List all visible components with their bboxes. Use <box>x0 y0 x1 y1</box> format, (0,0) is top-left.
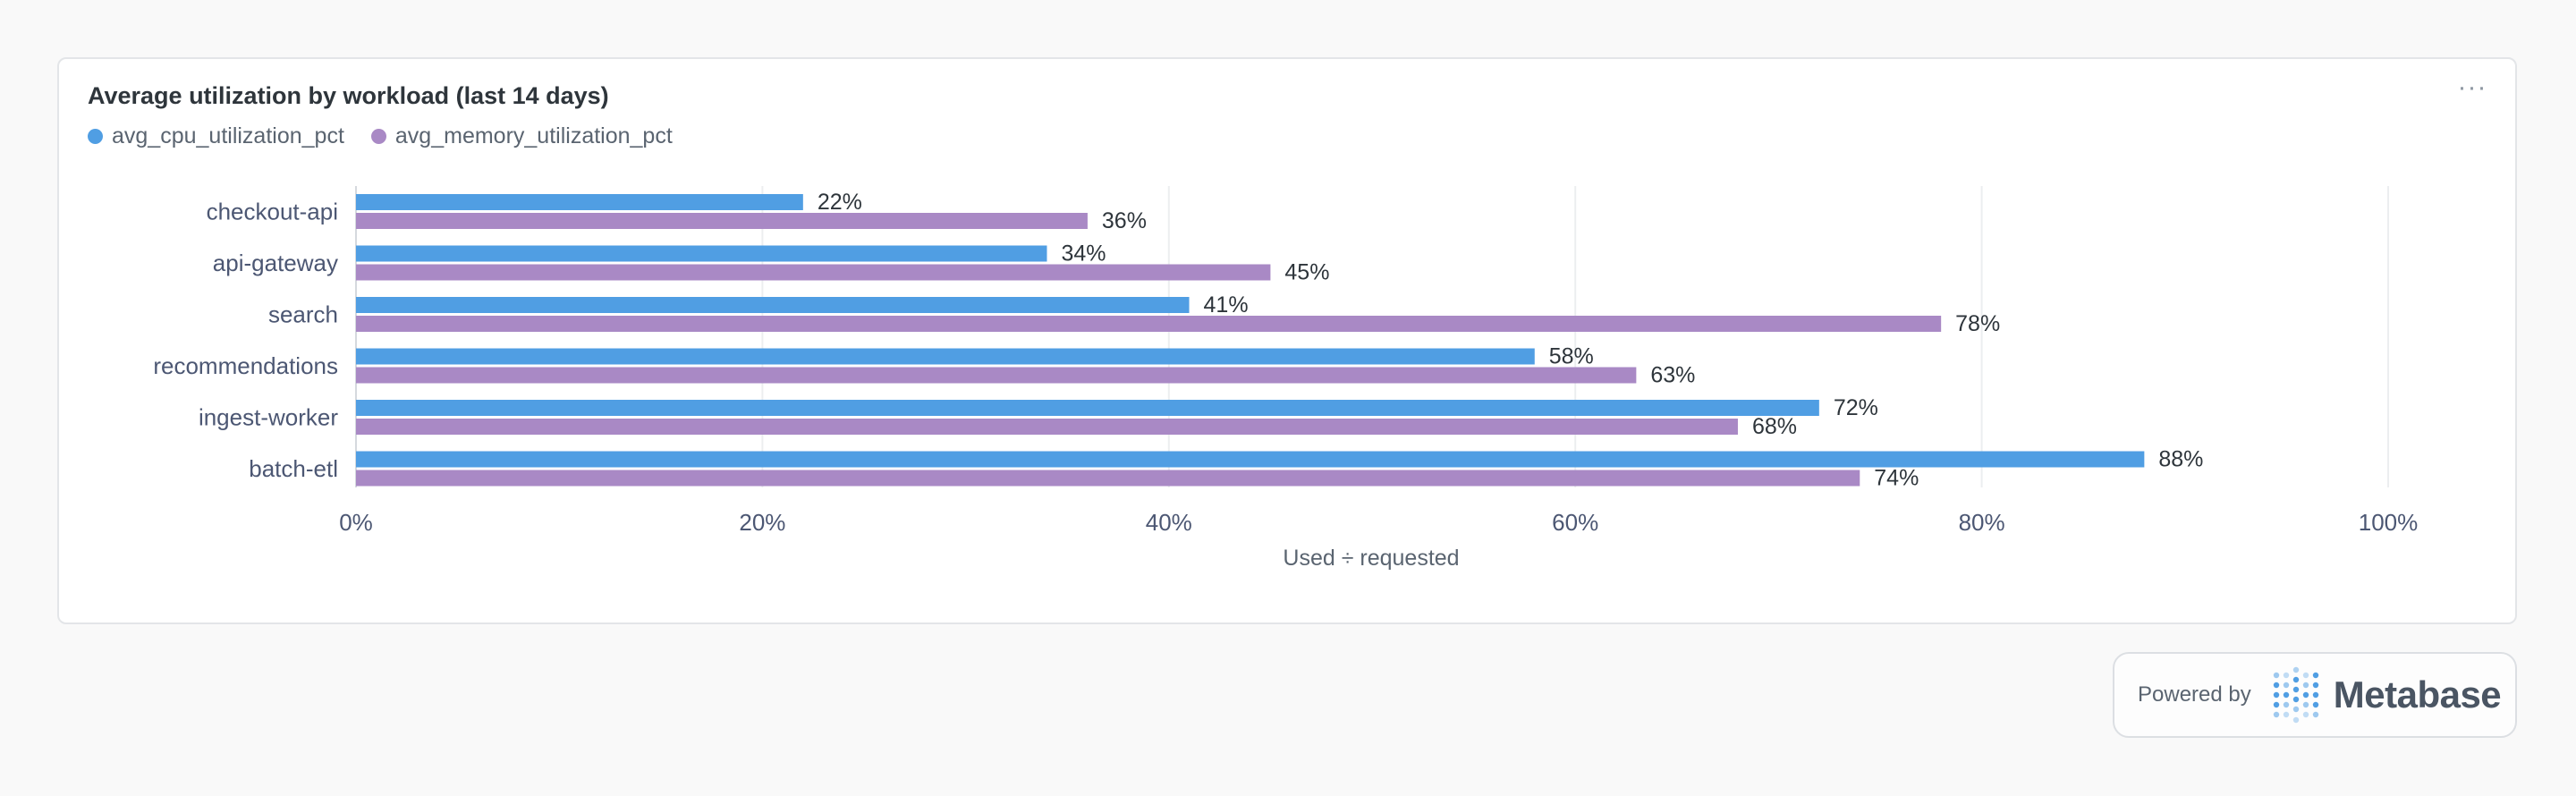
x-tick-label: 80% <box>1959 509 2005 536</box>
bar-value-label: 45% <box>1284 260 1329 285</box>
bar-value-label: 22% <box>818 190 862 215</box>
bar-value-label: 63% <box>1650 363 1695 388</box>
bars <box>356 194 2145 487</box>
bar-value-label: 78% <box>1955 311 2000 336</box>
bar-value-label: 34% <box>1061 241 1106 267</box>
bar-value-label: 88% <box>2158 447 2203 472</box>
bar-value-label: 58% <box>1549 344 1594 369</box>
bar-value-label: 72% <box>1834 395 1878 420</box>
category-label: api-gateway <box>213 250 338 276</box>
bar-cpu[interactable] <box>356 451 2145 468</box>
grid-lines <box>355 186 2389 487</box>
category-label: batch-etl <box>249 455 338 482</box>
card-title: Average utilization by workload (last 14… <box>88 82 609 109</box>
bar-value-label: 68% <box>1752 414 1797 439</box>
legend-item-cpu[interactable]: avg_cpu_utilization_pct <box>88 123 344 149</box>
category-label: recommendations <box>153 352 338 379</box>
bar-value-label: 36% <box>1102 208 1147 233</box>
powered-by-badge[interactable]: Powered by <box>2113 652 2517 738</box>
bar-chart: 0% 20% 40% 60% 80% 100% checkout-api 22% 36% api-… <box>153 186 2418 571</box>
category-label: search <box>268 301 338 328</box>
category-label: checkout-api <box>207 199 338 225</box>
bar-cpu[interactable] <box>356 245 1047 262</box>
legend-label-cpu: avg_cpu_utilization_pct <box>112 123 344 148</box>
labels: 0% 20% 40% 60% 80% 100% checkout-api 22% 36% api-… <box>153 190 2418 536</box>
bar-cpu[interactable] <box>356 194 803 210</box>
category-label: ingest-worker <box>199 404 338 431</box>
more-options-icon[interactable]: ··· <box>2457 72 2487 102</box>
bar-memory[interactable] <box>356 367 1637 384</box>
legend-dot-cpu <box>88 129 103 144</box>
bar-cpu[interactable] <box>356 297 1190 313</box>
x-tick-label: 60% <box>1552 509 1598 536</box>
powered-by-label: Powered by <box>2138 682 2251 707</box>
x-axis-label: Used ÷ requested <box>1283 546 1459 571</box>
bar-memory[interactable] <box>356 264 1271 281</box>
bar-memory[interactable] <box>356 470 1860 487</box>
metabase-logo-icon <box>2273 666 2318 724</box>
legend-item-memory[interactable]: avg_memory_utilization_pct <box>370 123 673 149</box>
legend-label-memory: avg_memory_utilization_pct <box>394 123 673 148</box>
bar-memory[interactable] <box>356 419 1738 435</box>
bar-memory[interactable] <box>356 316 1942 332</box>
chart-card: Average utilization by workload (last 14… <box>57 57 2517 624</box>
chart-legend: avg_cpu_utilization_pct avg_memory_utili… <box>88 123 673 149</box>
metabase-brand-name: Metabase <box>2333 673 2502 716</box>
metabase-logo: Metabase <box>2271 666 2502 724</box>
bar-cpu[interactable] <box>356 348 1535 365</box>
bar-memory[interactable] <box>356 213 1088 229</box>
bar-cpu[interactable] <box>356 400 1819 416</box>
x-tick-label: 0% <box>339 509 373 536</box>
x-tick-label: 100% <box>2359 509 2419 536</box>
x-tick-label: 20% <box>739 509 785 536</box>
bar-value-label: 41% <box>1204 292 1249 318</box>
legend-dot-memory <box>370 129 386 144</box>
bar-value-label: 74% <box>1874 466 1919 491</box>
x-tick-label: 40% <box>1146 509 1192 536</box>
